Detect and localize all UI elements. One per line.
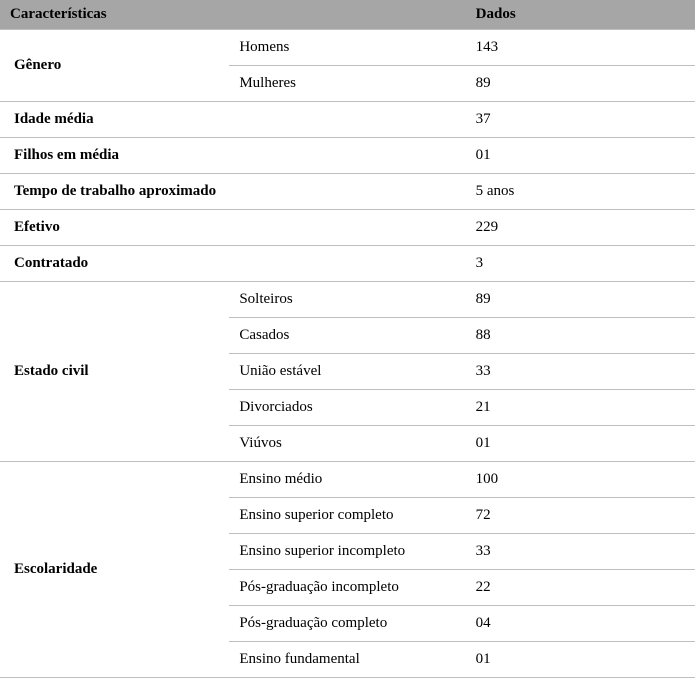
group-label: Efetivo [0,210,229,246]
data-value: 5 anos [466,174,695,210]
sub-label [229,102,465,138]
group-label: Escolaridade [0,462,229,678]
sub-label: Ensino médio [229,462,465,498]
sub-label: União estável [229,354,465,390]
data-value: 72 [466,498,695,534]
table-row: EscolaridadeEnsino médio100 [0,462,695,498]
group-label: Contratado [0,246,229,282]
table-row: Contratado 3 [0,246,695,282]
sub-label [229,138,465,174]
header-characteristics: Características [0,0,466,30]
data-value: 33 [466,354,695,390]
data-value: 3 [466,246,695,282]
data-value: 01 [466,138,695,174]
group-label: Estado civil [0,282,229,462]
table-row: Estado civilSolteiros89 [0,282,695,318]
sub-label [229,210,465,246]
sub-label [229,246,465,282]
table-row: GêneroHomens143 [0,30,695,66]
sub-label: Viúvos [229,426,465,462]
data-value: 89 [466,66,695,102]
data-value: 01 [466,426,695,462]
sub-label: Pós-graduação completo [229,606,465,642]
sub-label: Casados [229,318,465,354]
data-value: 229 [466,210,695,246]
sub-label: Ensino superior completo [229,498,465,534]
data-value: 100 [466,462,695,498]
group-label: Filhos em média [0,138,229,174]
data-value: 37 [466,102,695,138]
table-row: Filhos em média 01 [0,138,695,174]
sub-label: Pós-graduação incompleto [229,570,465,606]
sub-label [229,174,465,210]
sub-label: Divorciados [229,390,465,426]
data-value: 33 [466,534,695,570]
characteristics-table: Características Dados GêneroHomens143Mul… [0,0,695,678]
sub-label: Mulheres [229,66,465,102]
group-label: Gênero [0,30,229,102]
data-value: 143 [466,30,695,66]
group-label: Tempo de trabalho aproximado [0,174,229,210]
table-header-row: Características Dados [0,0,695,30]
table-row: Tempo de trabalho aproximado 5 anos [0,174,695,210]
data-value: 04 [466,606,695,642]
data-value: 89 [466,282,695,318]
table-row: Idade média 37 [0,102,695,138]
data-value: 88 [466,318,695,354]
group-label: Idade média [0,102,229,138]
sub-label: Ensino fundamental [229,642,465,678]
sub-label: Ensino superior incompleto [229,534,465,570]
table-row: Efetivo 229 [0,210,695,246]
data-value: 21 [466,390,695,426]
sub-label: Solteiros [229,282,465,318]
sub-label: Homens [229,30,465,66]
data-value: 22 [466,570,695,606]
table-body: GêneroHomens143Mulheres89Idade média37Fi… [0,30,695,678]
header-data: Dados [466,0,695,30]
data-value: 01 [466,642,695,678]
